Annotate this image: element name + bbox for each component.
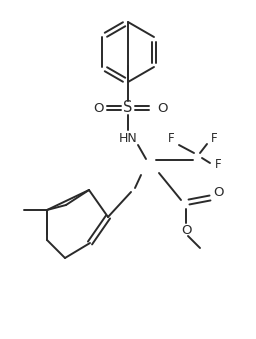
Text: HN: HN — [119, 132, 137, 144]
Text: F: F — [168, 132, 174, 144]
Text: F: F — [211, 132, 217, 144]
Text: O: O — [181, 223, 191, 237]
Text: S: S — [123, 100, 133, 116]
Text: F: F — [215, 159, 221, 172]
Text: O: O — [157, 101, 167, 115]
Text: O: O — [93, 101, 103, 115]
Text: O: O — [214, 185, 224, 199]
